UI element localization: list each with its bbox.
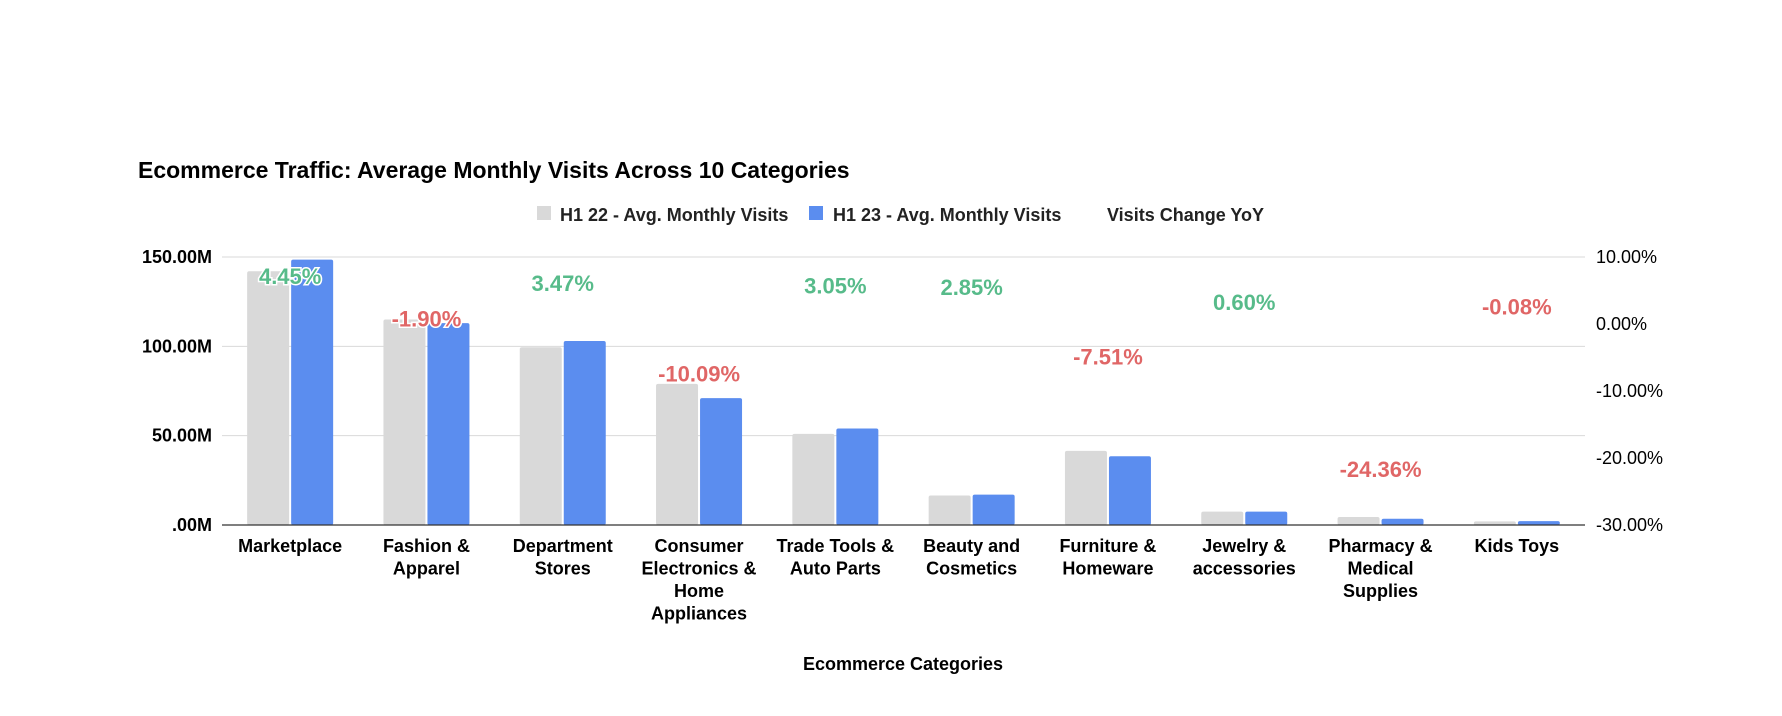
- yoy-label: -1.90%: [392, 307, 462, 332]
- yoy-label: -0.08%: [1482, 295, 1552, 320]
- y-axis-left: .00M 50.00M 100.00M 150.00M: [142, 247, 212, 535]
- yoy-label: 4.45%: [259, 264, 321, 289]
- bar-h1-22: [383, 319, 426, 525]
- bar-h1-23: [563, 340, 606, 525]
- y-tick-label: 50.00M: [152, 426, 212, 446]
- x-tick-label: Pharmacy & Medical Supplies: [1329, 536, 1433, 601]
- x-tick-label: Kids Toys: [1475, 536, 1560, 556]
- yoy-label: -7.51%: [1073, 344, 1143, 369]
- x-axis-title: Ecommerce Categories: [803, 654, 1003, 674]
- x-tick-label: Trade Tools & Auto Parts: [777, 536, 895, 579]
- bar-h1-23: [700, 398, 743, 525]
- category-labels: Marketplace Fashion & Apparel Department Sto…: [238, 536, 1559, 624]
- yoy-label: 3.05%: [804, 274, 866, 299]
- gridlines: [222, 256, 1585, 437]
- bars: [247, 259, 1560, 525]
- yoy-label: 3.47%: [532, 271, 594, 296]
- y2-tick-label: -10.00%: [1596, 381, 1663, 401]
- bar-h1-22: [1473, 521, 1516, 525]
- yoy-label: -24.36%: [1340, 457, 1422, 482]
- bar-h1-23: [1108, 456, 1151, 525]
- bar-h1-22: [247, 271, 290, 525]
- y2-tick-label: -30.00%: [1596, 515, 1663, 535]
- bar-h1-23: [1517, 521, 1560, 525]
- yoy-labels: 4.45% -1.90% 3.47% -10.09% 3.05% 2.85% -7.51% 0…: [257, 263, 1553, 484]
- bar-h1-23: [972, 494, 1015, 525]
- bar-h1-22: [1201, 511, 1244, 525]
- x-tick-label: Jewelry & accessories: [1193, 536, 1296, 579]
- legend-swatch-h1-23: [809, 206, 823, 220]
- bar-h1-22: [792, 433, 835, 525]
- bar-h1-23: [836, 428, 879, 525]
- x-tick-label: Consumer Electronics & Home Appliances: [642, 536, 757, 624]
- y-tick-label: .00M: [172, 515, 212, 535]
- x-tick-label: Beauty and Cosmetics: [923, 536, 1020, 579]
- y-axis-right: -30.00% -20.00% -10.00% 0.00% 10.00%: [1596, 247, 1663, 535]
- x-tick-label: Marketplace: [238, 536, 342, 556]
- y2-tick-label: -20.00%: [1596, 448, 1663, 468]
- bar-h1-23: [291, 259, 334, 525]
- y2-tick-label: 10.00%: [1596, 247, 1657, 267]
- y2-tick-label: 0.00%: [1596, 314, 1647, 334]
- yoy-label: 0.60%: [1213, 290, 1275, 315]
- x-tick-label: Furniture & Homeware: [1059, 536, 1156, 579]
- x-tick-label: Fashion & Apparel: [383, 536, 470, 579]
- y-tick-label: 100.00M: [142, 336, 212, 356]
- yoy-label: -10.09%: [658, 362, 740, 387]
- chart-title: Ecommerce Traffic: Average Monthly Visit…: [138, 157, 850, 183]
- bar-h1-23: [1381, 518, 1424, 525]
- bar-h1-22: [656, 383, 699, 525]
- legend-label-h1-22: H1 22 - Avg. Monthly Visits: [560, 205, 788, 225]
- bar-h1-23: [1245, 511, 1288, 525]
- bar-h1-22: [1337, 516, 1380, 525]
- legend-swatch-h1-22: [537, 206, 551, 220]
- bar-h1-22: [928, 495, 971, 525]
- bar-h1-22: [1064, 450, 1107, 525]
- x-tick-label: Department Stores: [513, 536, 613, 579]
- bar-h1-23: [427, 323, 470, 525]
- yoy-label: 2.85%: [940, 275, 1002, 300]
- y-tick-label: 150.00M: [142, 247, 212, 267]
- legend-label-h1-23: H1 23 - Avg. Monthly Visits: [833, 205, 1061, 225]
- legend-label-yoy: Visits Change YoY: [1107, 205, 1264, 225]
- legend: H1 22 - Avg. Monthly Visits H1 23 - Avg.…: [537, 205, 1264, 225]
- bar-h1-22: [519, 347, 562, 525]
